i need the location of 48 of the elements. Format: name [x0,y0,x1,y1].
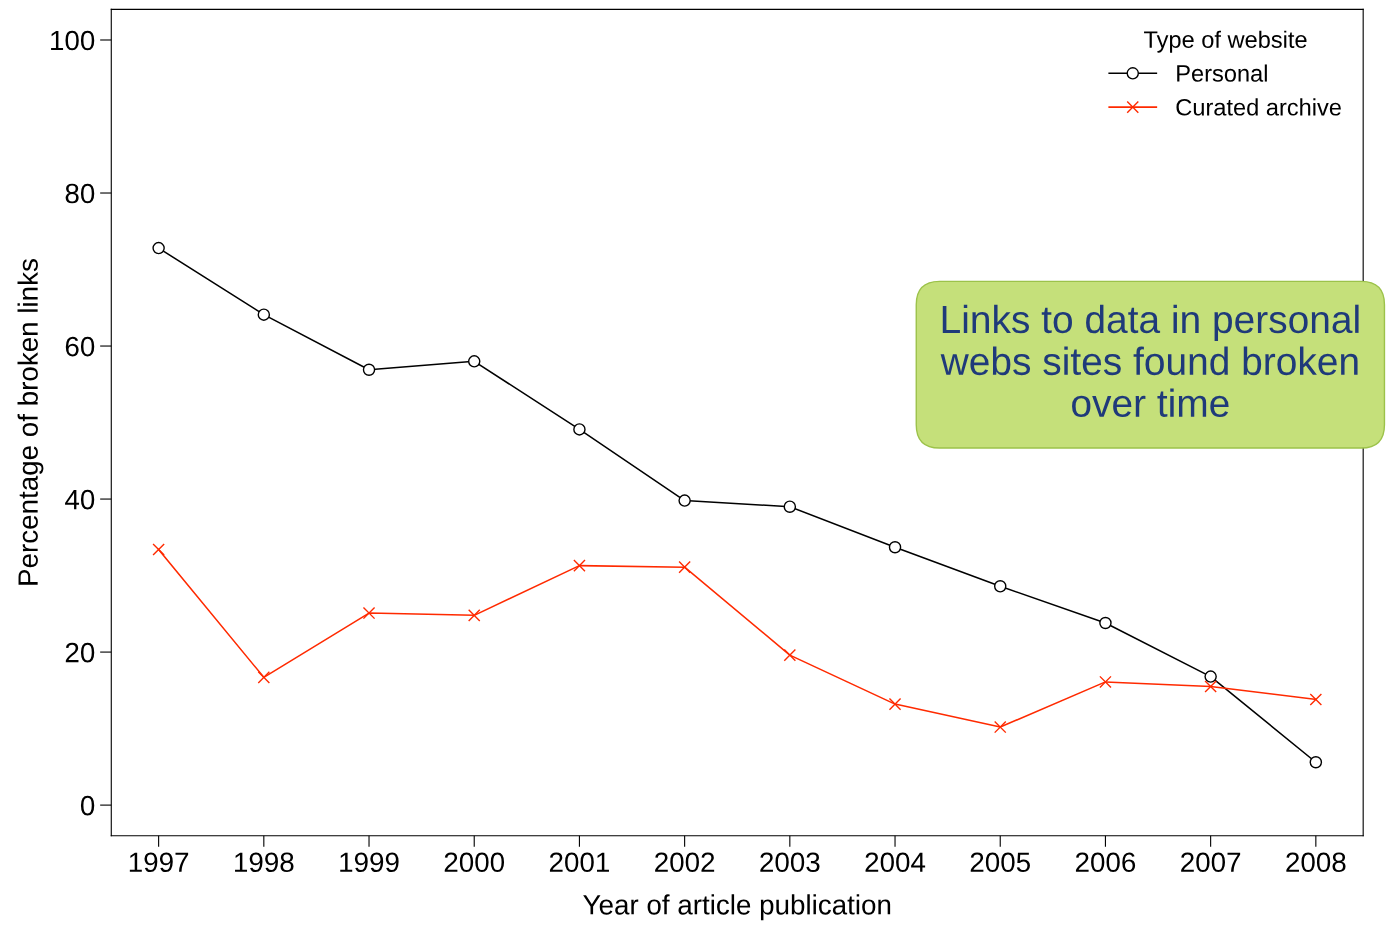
legend-label: Curated archive [1176,98,1341,116]
point [678,494,691,507]
annotation: Links to data in personal webs sites found broken over time [940,304,1359,418]
legend-title: Type of website [1144,30,1307,53]
point [888,697,902,711]
x-tick-label: 2000 [444,852,505,873]
y-tick-label: 60 [65,336,95,357]
x-tick-label: 2008 [1286,852,1346,873]
point [678,560,691,574]
point [257,308,271,321]
point [573,559,586,572]
point [1309,756,1323,769]
point [152,241,165,255]
x-tick-label: 2005 [970,852,1030,873]
point [467,355,481,368]
x-tick-label: 2006 [1075,852,1136,873]
legend-label: Personal [1177,64,1267,82]
y-tick-label: 40 [65,489,95,510]
point [1309,693,1323,706]
x-tick-label: 2004 [865,852,926,873]
x-tick-label: 2002 [655,852,715,873]
point [362,606,376,620]
point [1099,675,1112,689]
x-tick-label: 1998 [235,852,294,873]
x-tick-label: 1999 [340,852,399,873]
y-tick-label: 0 [80,795,95,816]
point [152,543,165,556]
point [1099,616,1112,630]
point [993,580,1007,593]
point [1204,680,1217,693]
point [257,671,271,684]
point [993,720,1007,734]
x-tick-label: 2007 [1181,852,1241,873]
point [888,541,902,554]
point [783,648,797,662]
y-tick-label: 80 [65,183,95,204]
x-tick-label: 2003 [760,852,820,873]
x-axis-title: Year of article publication [583,894,891,921]
y-tick-label: 20 [65,642,95,663]
point [362,363,376,377]
point [467,609,481,622]
point [1204,670,1217,683]
x-tick-label: 2001 [549,852,609,873]
y-tick-label: 100 [51,30,95,51]
point [783,500,797,513]
point [573,423,586,436]
x-tick-label: 1997 [129,852,189,873]
y-axis-title: Percentage of broken links [17,259,44,585]
